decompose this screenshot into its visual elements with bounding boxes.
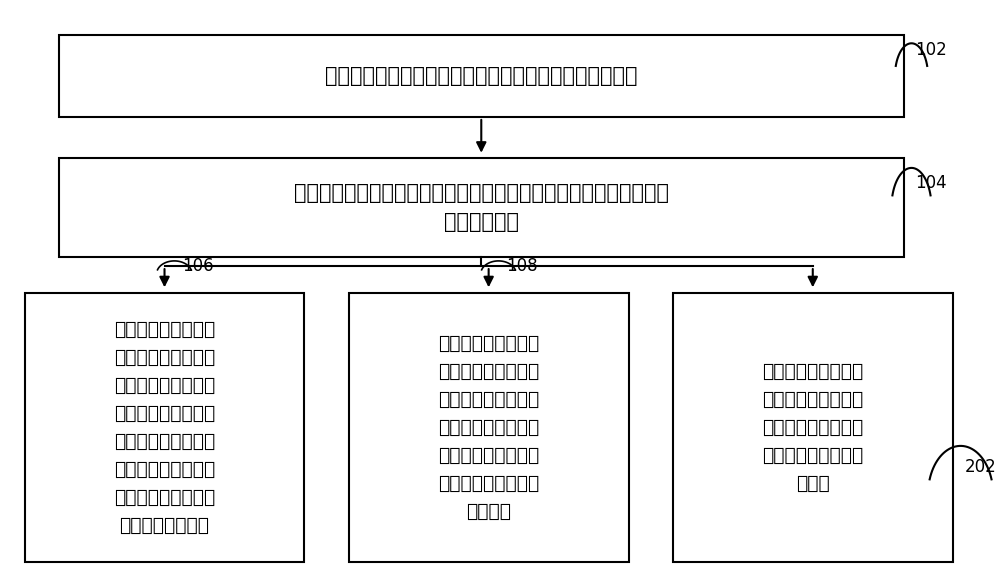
Text: 根据输出电压采样值和预设电芯电压，判断输出电压采样值是否大于
预设电芯电压: 根据输出电压采样值和预设电芯电压，判断输出电压采样值是否大于 预设电芯电压 (294, 183, 669, 232)
FancyBboxPatch shape (25, 292, 304, 562)
Text: 104: 104 (915, 174, 947, 192)
Text: 106: 106 (182, 257, 214, 275)
Text: 若输出电压采样值小
于或等于预设电芯电
压，则控制脉冲升压
电路维持当前输出状
态运行: 若输出电压采样值小 于或等于预设电芯电 压，则控制脉冲升压 电路维持当前输出状 … (762, 362, 863, 493)
Text: 实时获取电子雾化装置的脉冲升压电路的输出电压采样值: 实时获取电子雾化装置的脉冲升压电路的输出电压采样值 (325, 66, 638, 86)
Text: 若输出电压采样值大
于预设电压阈值，则
根据输出电压采样值
和预设电芯电压，采
用第二调控方式对脉
冲升压电路进行脉冲
升压调控: 若输出电压采样值大 于预设电压阈值，则 根据输出电压采样值 和预设电芯电压，采 … (438, 333, 539, 521)
Text: 202: 202 (965, 459, 996, 476)
Text: 若输出电压采样值大
于预设电芯电压，且
小于或等于预设电压
阈值，则根据输出电
压采样值和预设电芯
电压，采用第一调控
方式对脉冲升压电路
进行脉冲升压调控: 若输出电压采样值大 于预设电芯电压，且 小于或等于预设电压 阈值，则根据输出电 … (114, 319, 215, 535)
FancyBboxPatch shape (349, 292, 629, 562)
FancyBboxPatch shape (673, 292, 953, 562)
Text: 102: 102 (915, 41, 947, 59)
Text: 108: 108 (506, 257, 538, 275)
FancyBboxPatch shape (59, 158, 904, 257)
FancyBboxPatch shape (59, 35, 904, 117)
